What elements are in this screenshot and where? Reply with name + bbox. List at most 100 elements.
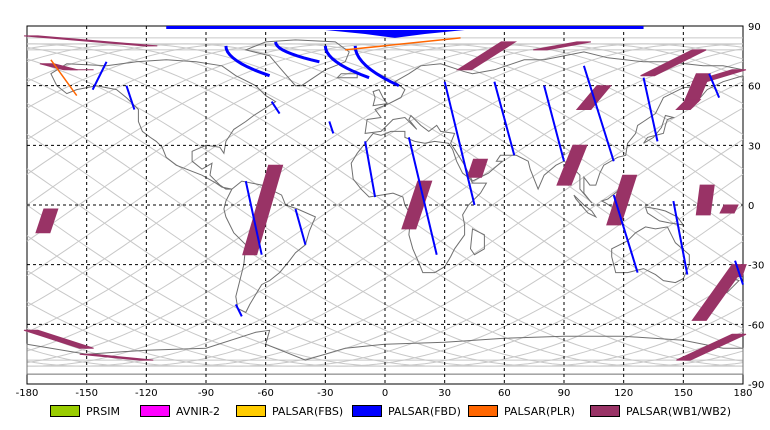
legend-swatch xyxy=(352,405,382,417)
coverage-map: -180 -150 -120 -90 -60 -30 0 30 60 90 120 150 180 90… xyxy=(16,22,765,399)
lon-tick-label: -120 xyxy=(135,388,158,399)
fbd-scene xyxy=(328,121,335,134)
fbd-scene xyxy=(270,101,281,115)
orbit-track xyxy=(26,43,744,242)
legend-label: PALSAR(WB1/WB2) xyxy=(626,404,732,418)
legend-label: PALSAR(PLR) xyxy=(504,404,575,418)
palsar-plr-scenes xyxy=(50,37,461,97)
lat-tick-label: 60 xyxy=(748,82,761,93)
legend-swatch xyxy=(590,405,620,417)
longitude-tick-labels: -180 -150 -120 -90 -60 -30 0 30 60 90 120 150 180 xyxy=(16,388,753,399)
lat-tick-label: 30 xyxy=(748,141,761,152)
latitude-tick-labels: 90 60 30 0 -30 -60 -90 xyxy=(748,22,764,391)
fbd-scene xyxy=(612,194,639,273)
lat-tick-label: -60 xyxy=(748,320,764,331)
legend-label: PALSAR(FBD) xyxy=(388,404,461,418)
fbd-scene xyxy=(734,260,744,285)
lon-tick-label: 120 xyxy=(614,388,633,399)
legend-label: AVNIR-2 xyxy=(176,404,220,418)
legend-item: AVNIR-2 xyxy=(140,403,220,419)
legend-swatch xyxy=(140,405,170,417)
coastline xyxy=(573,194,598,219)
lat-tick-label: -30 xyxy=(748,261,764,272)
fbd-scene xyxy=(642,77,659,142)
fbd-scene xyxy=(224,45,271,78)
fbd-scene xyxy=(274,41,320,64)
legend: PRSIM AVNIR-2 PALSAR(FBS) PALSAR(FBD) PALSAR… xyxy=(0,400,770,424)
lat-tick-label: 0 xyxy=(748,201,754,212)
orbit-track xyxy=(26,103,744,367)
lon-tick-label: 30 xyxy=(438,388,451,399)
lon-tick-label: -180 xyxy=(16,388,39,399)
wb-scene xyxy=(556,144,588,186)
coastline xyxy=(372,88,388,107)
wb-scene xyxy=(23,329,94,349)
lon-tick-label: 0 xyxy=(382,388,388,399)
wb-scene xyxy=(35,208,59,234)
lon-tick-label: 150 xyxy=(674,388,693,399)
fbd-scene xyxy=(672,200,689,275)
legend-label: PRSIM xyxy=(86,404,120,418)
legend-item: PALSAR(FBS) xyxy=(236,403,343,419)
wb-scene xyxy=(640,49,707,77)
fbd-scene xyxy=(91,61,108,91)
polar-fbd-coverage xyxy=(166,26,644,38)
polar-fbd-patch xyxy=(325,30,465,38)
fbd-scene xyxy=(364,141,377,198)
plr-scene xyxy=(50,59,78,97)
fbd-scene xyxy=(125,85,136,110)
fbd-scene xyxy=(244,180,263,255)
fbd-scene xyxy=(353,45,400,88)
wb-scene xyxy=(466,158,489,178)
lon-tick-label: -150 xyxy=(75,388,98,399)
fbd-scene xyxy=(407,137,438,255)
lat-tick-label: -90 xyxy=(748,380,764,391)
wb-scene xyxy=(242,164,284,256)
wb-scene xyxy=(533,41,591,51)
fbd-scene xyxy=(493,81,516,156)
wb-scene xyxy=(675,99,702,110)
coastline xyxy=(643,114,676,144)
coastline xyxy=(469,228,485,256)
legend-swatch xyxy=(236,405,266,417)
coastline xyxy=(244,39,350,87)
legend-swatch xyxy=(50,405,80,417)
lon-tick-label: 60 xyxy=(498,388,511,399)
legend-item: PALSAR(WB1/WB2) xyxy=(590,403,731,419)
wb-scene xyxy=(727,264,747,278)
legend-item: PALSAR(PLR) xyxy=(468,403,575,419)
plr-scene xyxy=(345,37,461,51)
coastline xyxy=(50,59,277,190)
lon-tick-label: -60 xyxy=(257,388,273,399)
wb-scene xyxy=(719,204,739,214)
wb-scene xyxy=(606,174,638,226)
fbd-scene xyxy=(323,45,370,80)
lon-tick-label: 90 xyxy=(558,388,571,399)
legend-item: PALSAR(FBD) xyxy=(352,403,461,419)
lon-tick-label: 180 xyxy=(733,388,752,399)
coastline xyxy=(223,180,317,314)
lon-tick-label: -30 xyxy=(317,388,333,399)
legend-swatch xyxy=(468,405,498,417)
fbd-scene xyxy=(294,208,307,246)
palsar-fbd-scenes xyxy=(91,41,744,317)
wb-scene xyxy=(695,184,715,216)
fbd-scene xyxy=(543,85,565,162)
lon-tick-label: -90 xyxy=(198,388,214,399)
polar-fbd-strip xyxy=(166,26,644,29)
orbit-track xyxy=(26,43,744,277)
legend-item: PRSIM xyxy=(50,403,120,419)
fbd-scene xyxy=(582,65,615,162)
fbd-scene xyxy=(708,73,721,98)
wb-scene xyxy=(23,35,158,47)
coastline xyxy=(350,130,488,274)
legend-label: PALSAR(FBS) xyxy=(272,404,344,418)
wb-scene xyxy=(455,41,518,71)
fbd-scene xyxy=(234,303,243,317)
coastline xyxy=(26,329,744,375)
wb-scene xyxy=(401,180,433,230)
coastline xyxy=(364,51,744,204)
fbd-scene xyxy=(443,81,476,206)
wb-scene xyxy=(676,333,747,361)
lat-tick-label: 90 xyxy=(748,22,761,33)
